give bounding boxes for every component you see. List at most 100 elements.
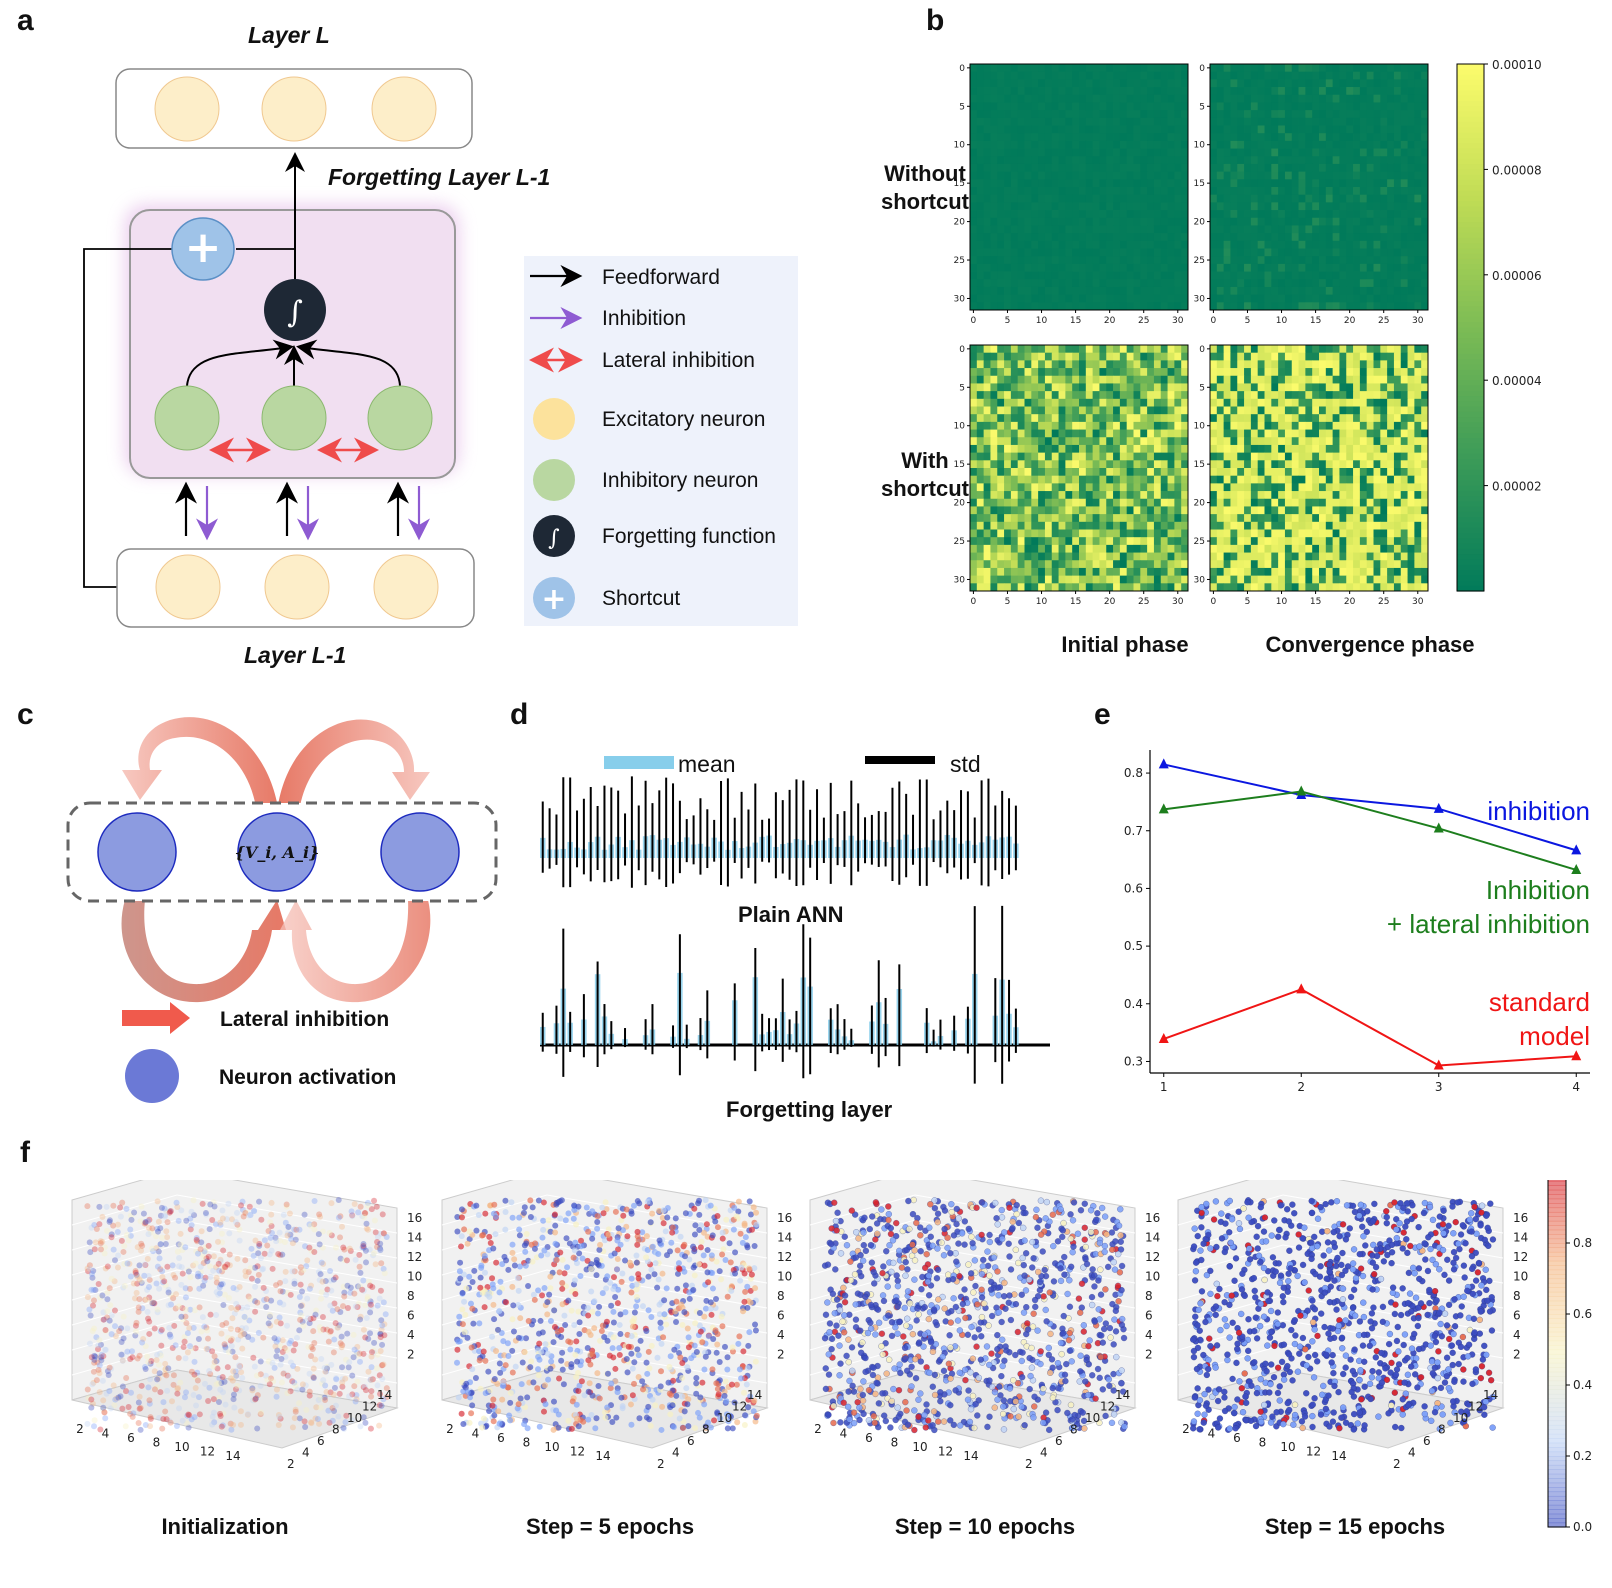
heatmap-cell xyxy=(1421,271,1429,280)
legend-inhibitory: Inhibitory neuron xyxy=(602,469,758,492)
heatmap-cell xyxy=(1024,552,1032,561)
heatmap-cell xyxy=(1407,460,1415,469)
heatmap-cell xyxy=(1407,368,1415,377)
heatmap-cell xyxy=(1160,179,1168,188)
heatmap-cell xyxy=(1353,375,1361,384)
heatmap-cell xyxy=(1126,345,1134,354)
heatmap-cell xyxy=(1160,133,1168,142)
colorbar-step xyxy=(1457,295,1484,302)
heatmap-cell xyxy=(1373,460,1381,469)
heatmap-cell xyxy=(1181,491,1189,500)
heatmap-cell xyxy=(1092,233,1100,242)
forgetting-layer-label: Forgetting layer xyxy=(726,1097,893,1122)
heatmap-cell xyxy=(1153,286,1162,296)
heatmap-cell xyxy=(1278,537,1286,546)
heatmap-cell xyxy=(1113,294,1121,303)
heatmap-cell xyxy=(1393,64,1402,73)
heatmap-cell xyxy=(1113,133,1121,142)
heatmap-cell xyxy=(1373,102,1381,111)
heatmap-cell xyxy=(1271,552,1279,561)
heatmap-cell xyxy=(1004,117,1012,126)
heatmap-cell xyxy=(1387,345,1395,354)
heatmap-cell xyxy=(983,156,991,165)
heatmap-cell xyxy=(1133,171,1141,180)
colorbar-step xyxy=(1457,522,1484,529)
heatmap-cell xyxy=(1278,452,1286,461)
heatmap-cell xyxy=(1126,102,1134,111)
heatmap-cell xyxy=(1332,444,1340,454)
heatmap-cell xyxy=(1332,375,1340,384)
heatmap-cell xyxy=(1298,521,1306,530)
heatmap-cell xyxy=(1257,279,1265,288)
excitatory-neuron xyxy=(264,554,330,620)
heatmap-cell xyxy=(1058,460,1066,469)
heatmap-cell xyxy=(1031,429,1039,438)
heatmap-cell xyxy=(1153,87,1162,96)
heatmap-cell xyxy=(1257,171,1265,180)
heatmap-cell xyxy=(1421,156,1429,165)
heatmap-cell xyxy=(1058,163,1066,173)
heatmap-cell xyxy=(1181,437,1189,446)
scatter-point xyxy=(338,1333,345,1340)
heatmap-cell xyxy=(1373,194,1381,203)
scatter-point xyxy=(192,1345,199,1352)
heatmap-cell xyxy=(1058,279,1066,288)
heatmap-cell xyxy=(1319,225,1327,234)
heatmap-cell xyxy=(1031,125,1039,134)
heatmap-cell xyxy=(1325,506,1334,515)
heatmap-cell xyxy=(1257,156,1265,165)
heatmap-cell xyxy=(1099,391,1107,400)
heatmap-cell xyxy=(1264,79,1272,88)
heatmap-cell xyxy=(1216,460,1225,469)
heatmap-cell xyxy=(1414,225,1422,234)
heatmap-cell xyxy=(1284,140,1293,149)
scatter-point xyxy=(218,1230,225,1237)
heatmap-cell xyxy=(1346,452,1354,461)
heatmap-cell xyxy=(1181,233,1189,242)
heatmap-cell xyxy=(1119,575,1128,584)
heatmap-cell xyxy=(1174,352,1182,361)
heatmap-cell xyxy=(1140,544,1148,553)
heatmap-cell xyxy=(1113,352,1121,361)
heatmap-cell xyxy=(1346,406,1354,415)
heatmap-cell xyxy=(1305,483,1313,492)
heatmap-cell xyxy=(1133,286,1141,296)
heatmap-cell xyxy=(1153,544,1162,553)
heatmap-cell xyxy=(1250,263,1259,272)
heatmap-cell xyxy=(1284,110,1293,119)
heatmap-cell xyxy=(1366,286,1374,296)
heatmap-cell xyxy=(1147,475,1155,484)
heatmap-cell xyxy=(1339,102,1347,111)
heatmap-cell xyxy=(1393,286,1402,296)
heatmap-cell xyxy=(1065,475,1073,484)
scatter-point xyxy=(122,1423,129,1430)
heatmap-cell xyxy=(970,437,978,446)
heatmap-cell xyxy=(1210,194,1218,203)
panel-letter-e: e xyxy=(1094,698,1111,731)
heatmap-cell xyxy=(1421,279,1429,288)
heatmap-cell xyxy=(1010,163,1019,173)
heatmap-cell xyxy=(1325,583,1334,592)
heatmap-cell xyxy=(1092,202,1100,211)
heatmap-cell xyxy=(1147,345,1155,354)
heatmap-cell xyxy=(1140,233,1148,242)
heatmap-cell xyxy=(1031,117,1039,126)
heatmap-cell xyxy=(983,514,991,523)
heatmap-cell xyxy=(1284,529,1293,538)
heatmap-cell xyxy=(1113,452,1121,461)
heatmap-cell xyxy=(1038,171,1046,180)
row-label-with: With shortcut xyxy=(881,448,969,501)
heatmap-cell xyxy=(1332,506,1340,515)
heatmap-cell xyxy=(1271,421,1279,430)
heatmap-cell xyxy=(983,279,991,288)
heatmap-cell xyxy=(1271,475,1279,484)
heatmap-cell xyxy=(1174,302,1182,311)
heatmap-cell xyxy=(1167,79,1175,88)
heatmap-cell xyxy=(1153,560,1162,569)
heatmap-cell xyxy=(1058,217,1066,226)
heatmap-cell xyxy=(1072,179,1080,188)
heatmap-cell xyxy=(1024,514,1032,523)
heatmap-cell xyxy=(1106,352,1114,361)
heatmap-cell xyxy=(1113,391,1121,400)
